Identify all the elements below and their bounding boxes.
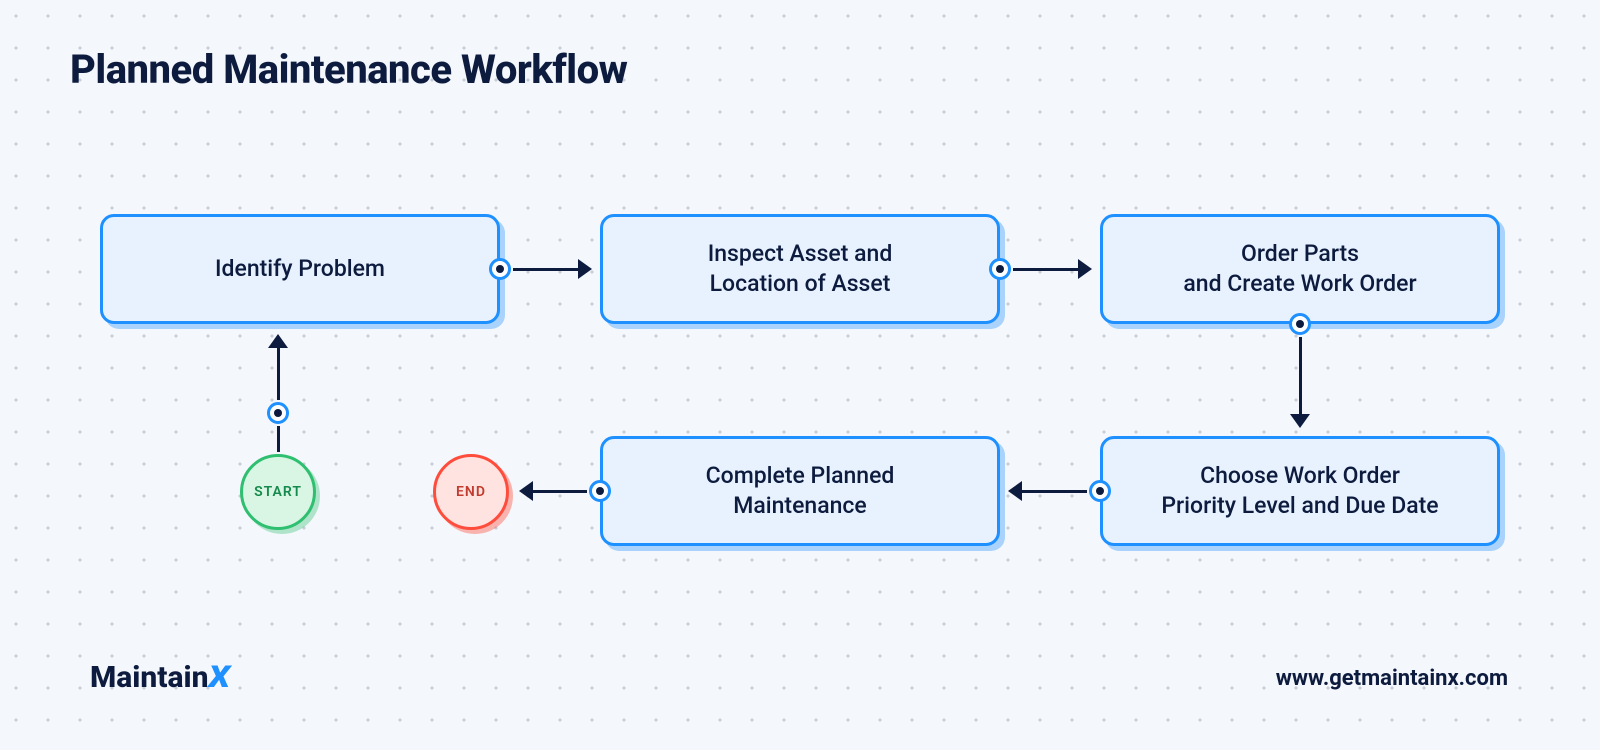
port-n1-right [489, 258, 511, 280]
edge-arrowhead [1290, 414, 1310, 428]
edge-line [277, 348, 280, 400]
edge-line [1299, 337, 1302, 414]
brand-logo: MaintainX [90, 660, 229, 695]
edge-line [1022, 490, 1087, 493]
port-n2-right [989, 258, 1011, 280]
flow-node-n4: Choose Work Order Priority Level and Due… [1100, 436, 1500, 546]
port-n4-left [1089, 480, 1111, 502]
terminal-start: START [240, 454, 316, 530]
terminal-end: END [433, 454, 509, 530]
port-n3-bottom [1289, 313, 1311, 335]
flow-node-n5: Complete Planned Maintenance [600, 436, 1000, 546]
edge-arrowhead [578, 259, 592, 279]
brand-logo-main: Maintain [90, 660, 208, 695]
flow-node-n3: Order Parts and Create Work Order [1100, 214, 1500, 324]
edge-line [533, 490, 587, 493]
edge-line [1013, 268, 1078, 271]
edge-arrowhead [268, 334, 288, 348]
footer-url: www.getmaintainx.com [1276, 666, 1508, 691]
edge-arrowhead [1078, 259, 1092, 279]
diagram-title: Planned Maintenance Workflow [70, 46, 627, 93]
port-n5-left [589, 480, 611, 502]
flowchart-canvas: Planned Maintenance Workflow Identify Pro… [0, 0, 1600, 750]
flow-node-n2: Inspect Asset and Location of Asset [600, 214, 1000, 324]
port-n1-bottom [267, 402, 289, 424]
brand-logo-accent: X [209, 660, 230, 695]
edge-arrowhead [519, 481, 533, 501]
edge-arrowhead [1008, 481, 1022, 501]
edge-line [277, 426, 280, 452]
flow-node-n1: Identify Problem [100, 214, 500, 324]
edge-line [513, 268, 578, 271]
